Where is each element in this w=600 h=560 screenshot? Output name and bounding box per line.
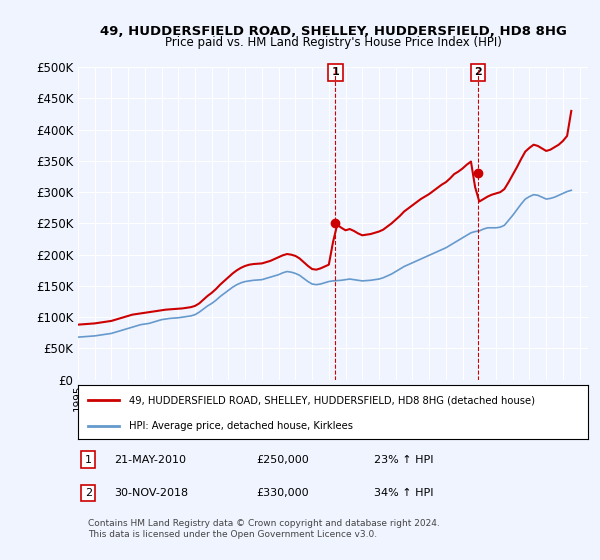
Text: £330,000: £330,000 [257, 488, 309, 498]
Text: 1: 1 [85, 455, 92, 465]
Text: 1: 1 [331, 67, 339, 77]
Text: 30-NOV-2018: 30-NOV-2018 [114, 488, 188, 498]
Text: 23% ↑ HPI: 23% ↑ HPI [374, 455, 433, 465]
Text: 21-MAY-2010: 21-MAY-2010 [114, 455, 186, 465]
Text: Contains HM Land Registry data © Crown copyright and database right 2024.
This d: Contains HM Land Registry data © Crown c… [88, 519, 440, 539]
Text: 2: 2 [85, 488, 92, 498]
Text: HPI: Average price, detached house, Kirklees: HPI: Average price, detached house, Kirk… [129, 421, 353, 431]
Text: Price paid vs. HM Land Registry's House Price Index (HPI): Price paid vs. HM Land Registry's House … [164, 36, 502, 49]
Text: 49, HUDDERSFIELD ROAD, SHELLEY, HUDDERSFIELD, HD8 8HG: 49, HUDDERSFIELD ROAD, SHELLEY, HUDDERSF… [100, 25, 566, 38]
Text: 2: 2 [474, 67, 482, 77]
Text: 49, HUDDERSFIELD ROAD, SHELLEY, HUDDERSFIELD, HD8 8HG (detached house): 49, HUDDERSFIELD ROAD, SHELLEY, HUDDERSF… [129, 395, 535, 405]
Text: 34% ↑ HPI: 34% ↑ HPI [374, 488, 433, 498]
Text: £250,000: £250,000 [257, 455, 309, 465]
